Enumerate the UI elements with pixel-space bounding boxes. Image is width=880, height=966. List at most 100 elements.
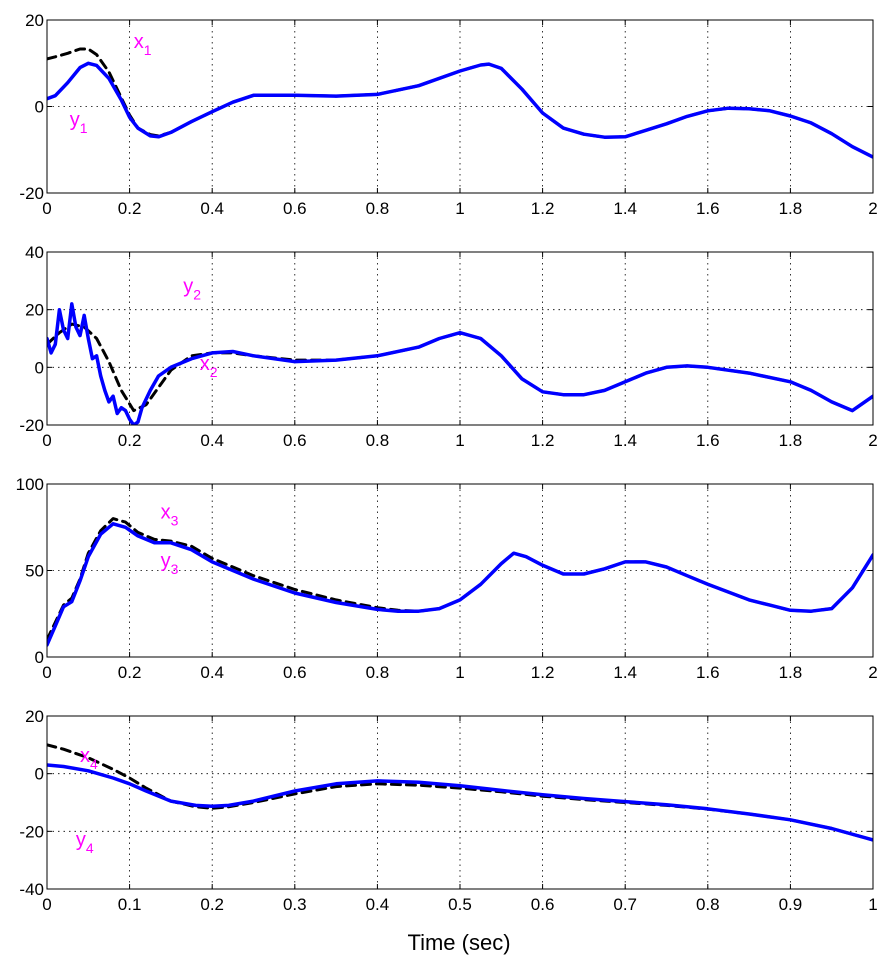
annotation-letter: x bbox=[200, 353, 210, 375]
y-tick-label: -40 bbox=[19, 880, 44, 899]
annotation-letter: y bbox=[70, 109, 80, 131]
y-tick-label: 20 bbox=[25, 301, 44, 320]
series-annotation: y3 bbox=[161, 550, 179, 577]
x-tick-label: 0.6 bbox=[531, 895, 555, 914]
x-tick-label: 0.8 bbox=[366, 431, 390, 450]
x-tick-label: 1.2 bbox=[531, 199, 555, 218]
y-tick-label: 0 bbox=[35, 358, 44, 377]
x-tick-label: 0.6 bbox=[283, 663, 307, 682]
x-tick-label: 0.5 bbox=[448, 895, 472, 914]
y-tick-label: 20 bbox=[25, 707, 44, 726]
x-tick-label: 2 bbox=[868, 199, 877, 218]
x-tick-label: 1 bbox=[455, 431, 464, 450]
annotation-subscript: 2 bbox=[193, 286, 201, 302]
y-tick-label: -20 bbox=[19, 416, 44, 435]
x-tick-label: 0.2 bbox=[200, 895, 224, 914]
y-tick-label: 20 bbox=[25, 11, 44, 30]
annotation-letter: x bbox=[134, 31, 144, 53]
x-tick-label: 0.9 bbox=[779, 895, 803, 914]
x-tick-label: 1.8 bbox=[779, 199, 803, 218]
annotation-subscript: 4 bbox=[90, 756, 98, 772]
x-tick-label: 0.8 bbox=[696, 895, 720, 914]
x-tick-label: 0 bbox=[42, 431, 51, 450]
series-annotation: x3 bbox=[161, 502, 179, 529]
series-annotation: y1 bbox=[70, 109, 88, 136]
axes-frame bbox=[46, 19, 874, 194]
series-annotation: y4 bbox=[76, 829, 94, 856]
series-annotation: x1 bbox=[134, 31, 152, 58]
x-tick-label: 1 bbox=[868, 895, 877, 914]
x-tick-label: 0.4 bbox=[200, 663, 224, 682]
x-tick-label: 0.3 bbox=[283, 895, 307, 914]
plot-area bbox=[47, 252, 873, 425]
series-line-y4 bbox=[47, 763, 873, 842]
series-group bbox=[47, 517, 873, 647]
x-tick-label: 0.4 bbox=[200, 199, 224, 218]
axes-frame bbox=[46, 483, 874, 658]
axes-frame bbox=[46, 251, 874, 426]
y-tick-label: 100 bbox=[16, 475, 44, 494]
x-tick-label: 0.6 bbox=[283, 199, 307, 218]
annotation-subscript: 2 bbox=[210, 364, 218, 380]
y-tick-label: -20 bbox=[19, 184, 44, 203]
annotation-subscript: 3 bbox=[171, 513, 179, 529]
x-tick-label: 0 bbox=[42, 199, 51, 218]
series-group bbox=[47, 47, 873, 159]
annotation-letter: x bbox=[161, 502, 171, 524]
x-tick-label: 2 bbox=[868, 663, 877, 682]
annotation-letter: y bbox=[183, 275, 193, 297]
x-tick-label: 1 bbox=[455, 199, 464, 218]
x-tick-label: 1.6 bbox=[696, 431, 720, 450]
x-tick-label: 0.4 bbox=[366, 895, 390, 914]
y-tick-label: 40 bbox=[25, 243, 44, 262]
x-tick-label: 2 bbox=[868, 431, 877, 450]
annotation-subscript: 1 bbox=[80, 120, 88, 136]
x-tick-label: 1.4 bbox=[613, 199, 637, 218]
y-tick-label: 0 bbox=[35, 98, 44, 117]
series-group bbox=[47, 743, 873, 842]
series-annotation: x2 bbox=[200, 353, 218, 380]
x-tick-label: 0.4 bbox=[200, 431, 224, 450]
x-tick-label: 0.8 bbox=[366, 663, 390, 682]
annotation-letter: y bbox=[76, 829, 86, 851]
x-tick-label: 0.8 bbox=[366, 199, 390, 218]
x-tick-label: 0 bbox=[42, 895, 51, 914]
series-line-y2 bbox=[47, 302, 873, 425]
x-tick-label: 0.2 bbox=[118, 199, 142, 218]
annotation-subscript: 3 bbox=[171, 561, 179, 577]
x-tick-label: 1.6 bbox=[696, 199, 720, 218]
series-annotation: y2 bbox=[183, 275, 201, 302]
x-tick-label: 0.1 bbox=[118, 895, 142, 914]
y-tick-label: 0 bbox=[35, 648, 44, 667]
series-line-y3 bbox=[47, 522, 873, 647]
y-tick-label: -20 bbox=[19, 822, 44, 841]
x-tick-label: 1.2 bbox=[531, 431, 555, 450]
series-group bbox=[47, 302, 873, 425]
x-tick-label: 0.2 bbox=[118, 663, 142, 682]
annotation-subscript: 1 bbox=[144, 42, 152, 58]
x-axis-label: Time (sec) bbox=[407, 930, 510, 955]
annotation-letter: y bbox=[161, 550, 171, 572]
series-line-y1 bbox=[47, 61, 873, 159]
x-tick-label: 1.8 bbox=[779, 663, 803, 682]
axes-frame bbox=[46, 715, 874, 890]
x-tick-label: 1.6 bbox=[696, 663, 720, 682]
y-tick-label: 50 bbox=[25, 562, 44, 581]
x-tick-label: 1.2 bbox=[531, 663, 555, 682]
annotation-subscript: 4 bbox=[86, 840, 94, 856]
subplot-4: 0 0.1 0.2 0.3 0.4 0.5 0.6 0.7 0.8 0.9 1-40-20020x4… bbox=[19, 707, 877, 914]
x-tick-label: 0.2 bbox=[118, 431, 142, 450]
x-tick-label: 0 bbox=[42, 663, 51, 682]
y-tick-label: 0 bbox=[35, 765, 44, 784]
x-tick-label: 0.7 bbox=[613, 895, 637, 914]
series-annotation: x4 bbox=[80, 745, 98, 772]
x-tick-label: 1 bbox=[455, 663, 464, 682]
x-tick-label: 1.4 bbox=[613, 663, 637, 682]
x-tick-label: 1.4 bbox=[613, 431, 637, 450]
annotation-letter: x bbox=[80, 745, 90, 767]
